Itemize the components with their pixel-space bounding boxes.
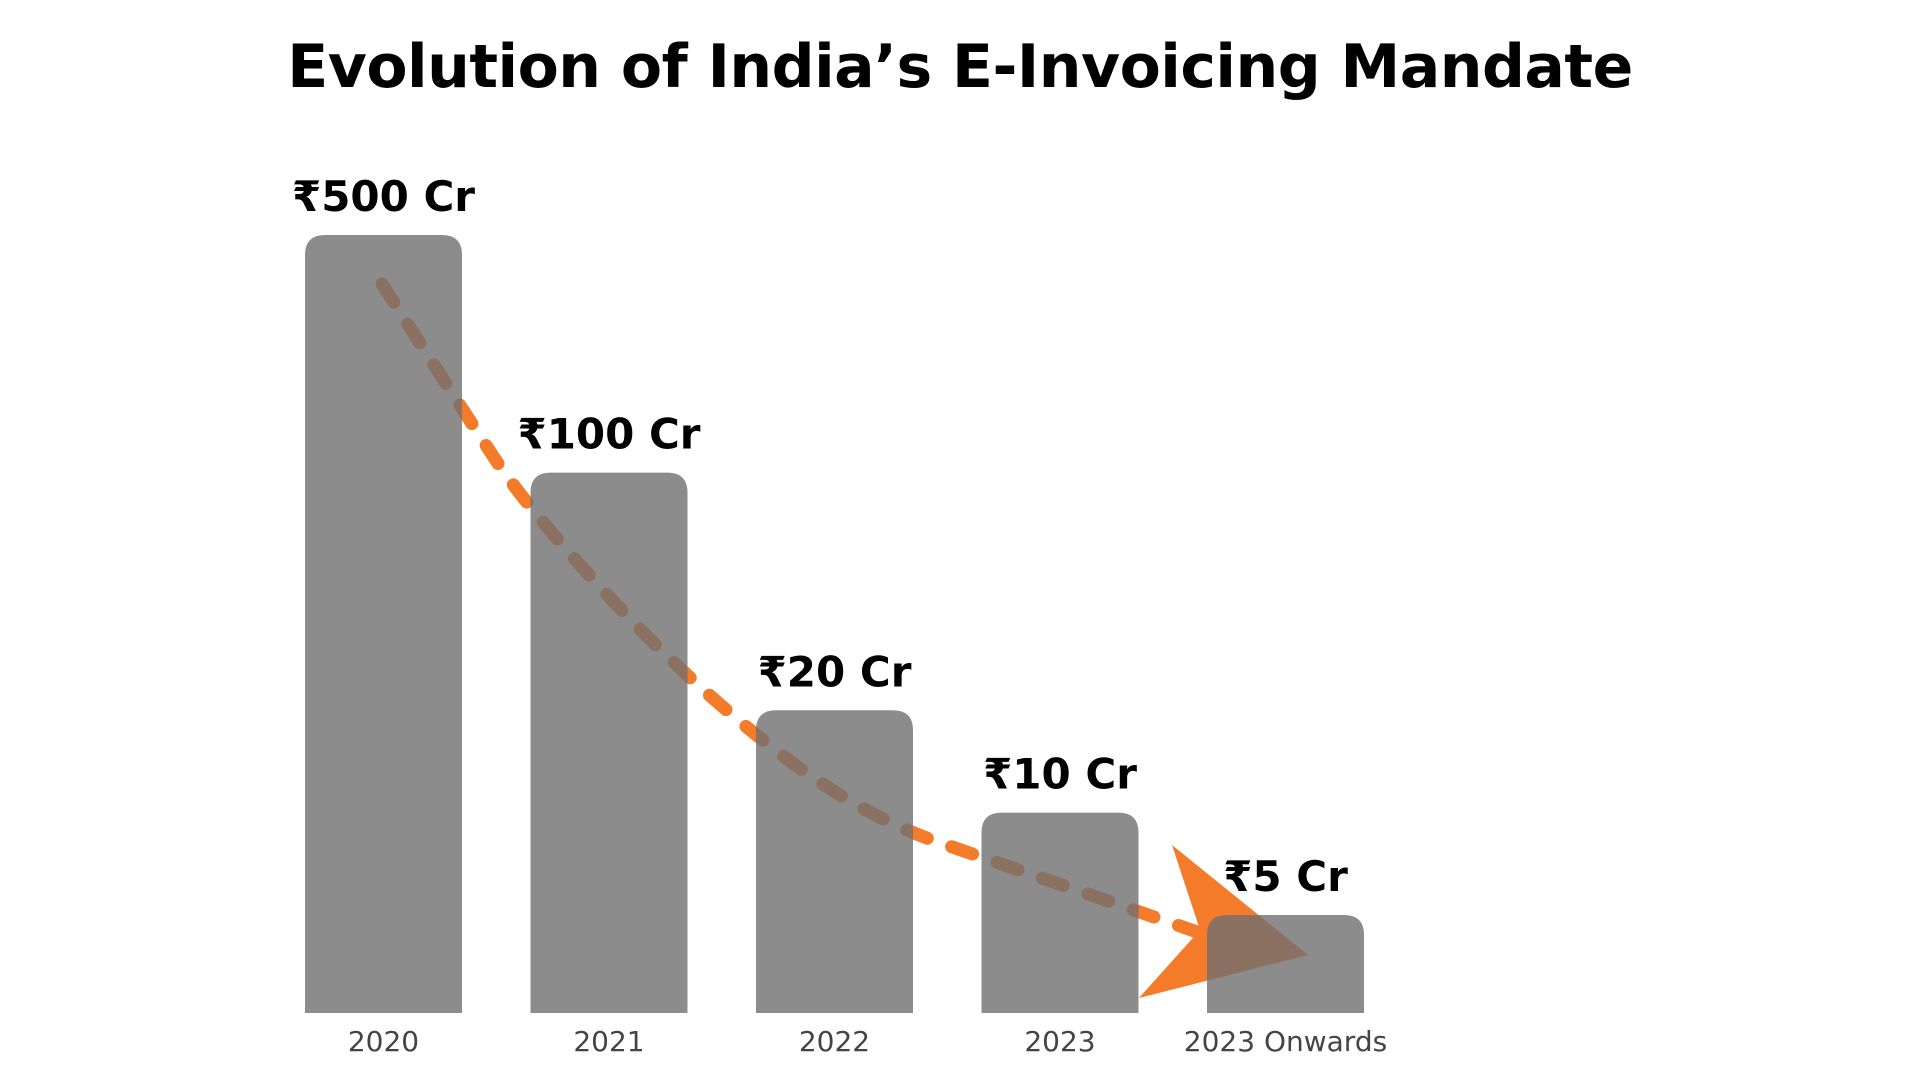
data-label: ₹10 Cr: [983, 750, 1137, 799]
data-label: ₹20 Cr: [758, 647, 912, 696]
chart-title: Evolution of India’s E-Invoicing Mandate: [287, 32, 1633, 102]
x-tick-label: 2023 Onwards: [1184, 1025, 1387, 1058]
bar-4: [1207, 915, 1364, 1013]
bar-3: [981, 812, 1139, 1013]
x-tick-label: 2022: [799, 1025, 870, 1058]
data-label: ₹500 Cr: [292, 172, 475, 221]
bar-0: [305, 235, 462, 1013]
bar-2: [756, 710, 913, 1013]
x-tick-label: 2023: [1024, 1025, 1095, 1058]
x-tick-label: 2020: [348, 1025, 419, 1058]
data-label: ₹5 Cr: [1223, 852, 1348, 901]
x-tick-label: 2021: [573, 1025, 644, 1058]
bar-1: [530, 472, 688, 1014]
data-label: ₹100 Cr: [517, 410, 700, 459]
